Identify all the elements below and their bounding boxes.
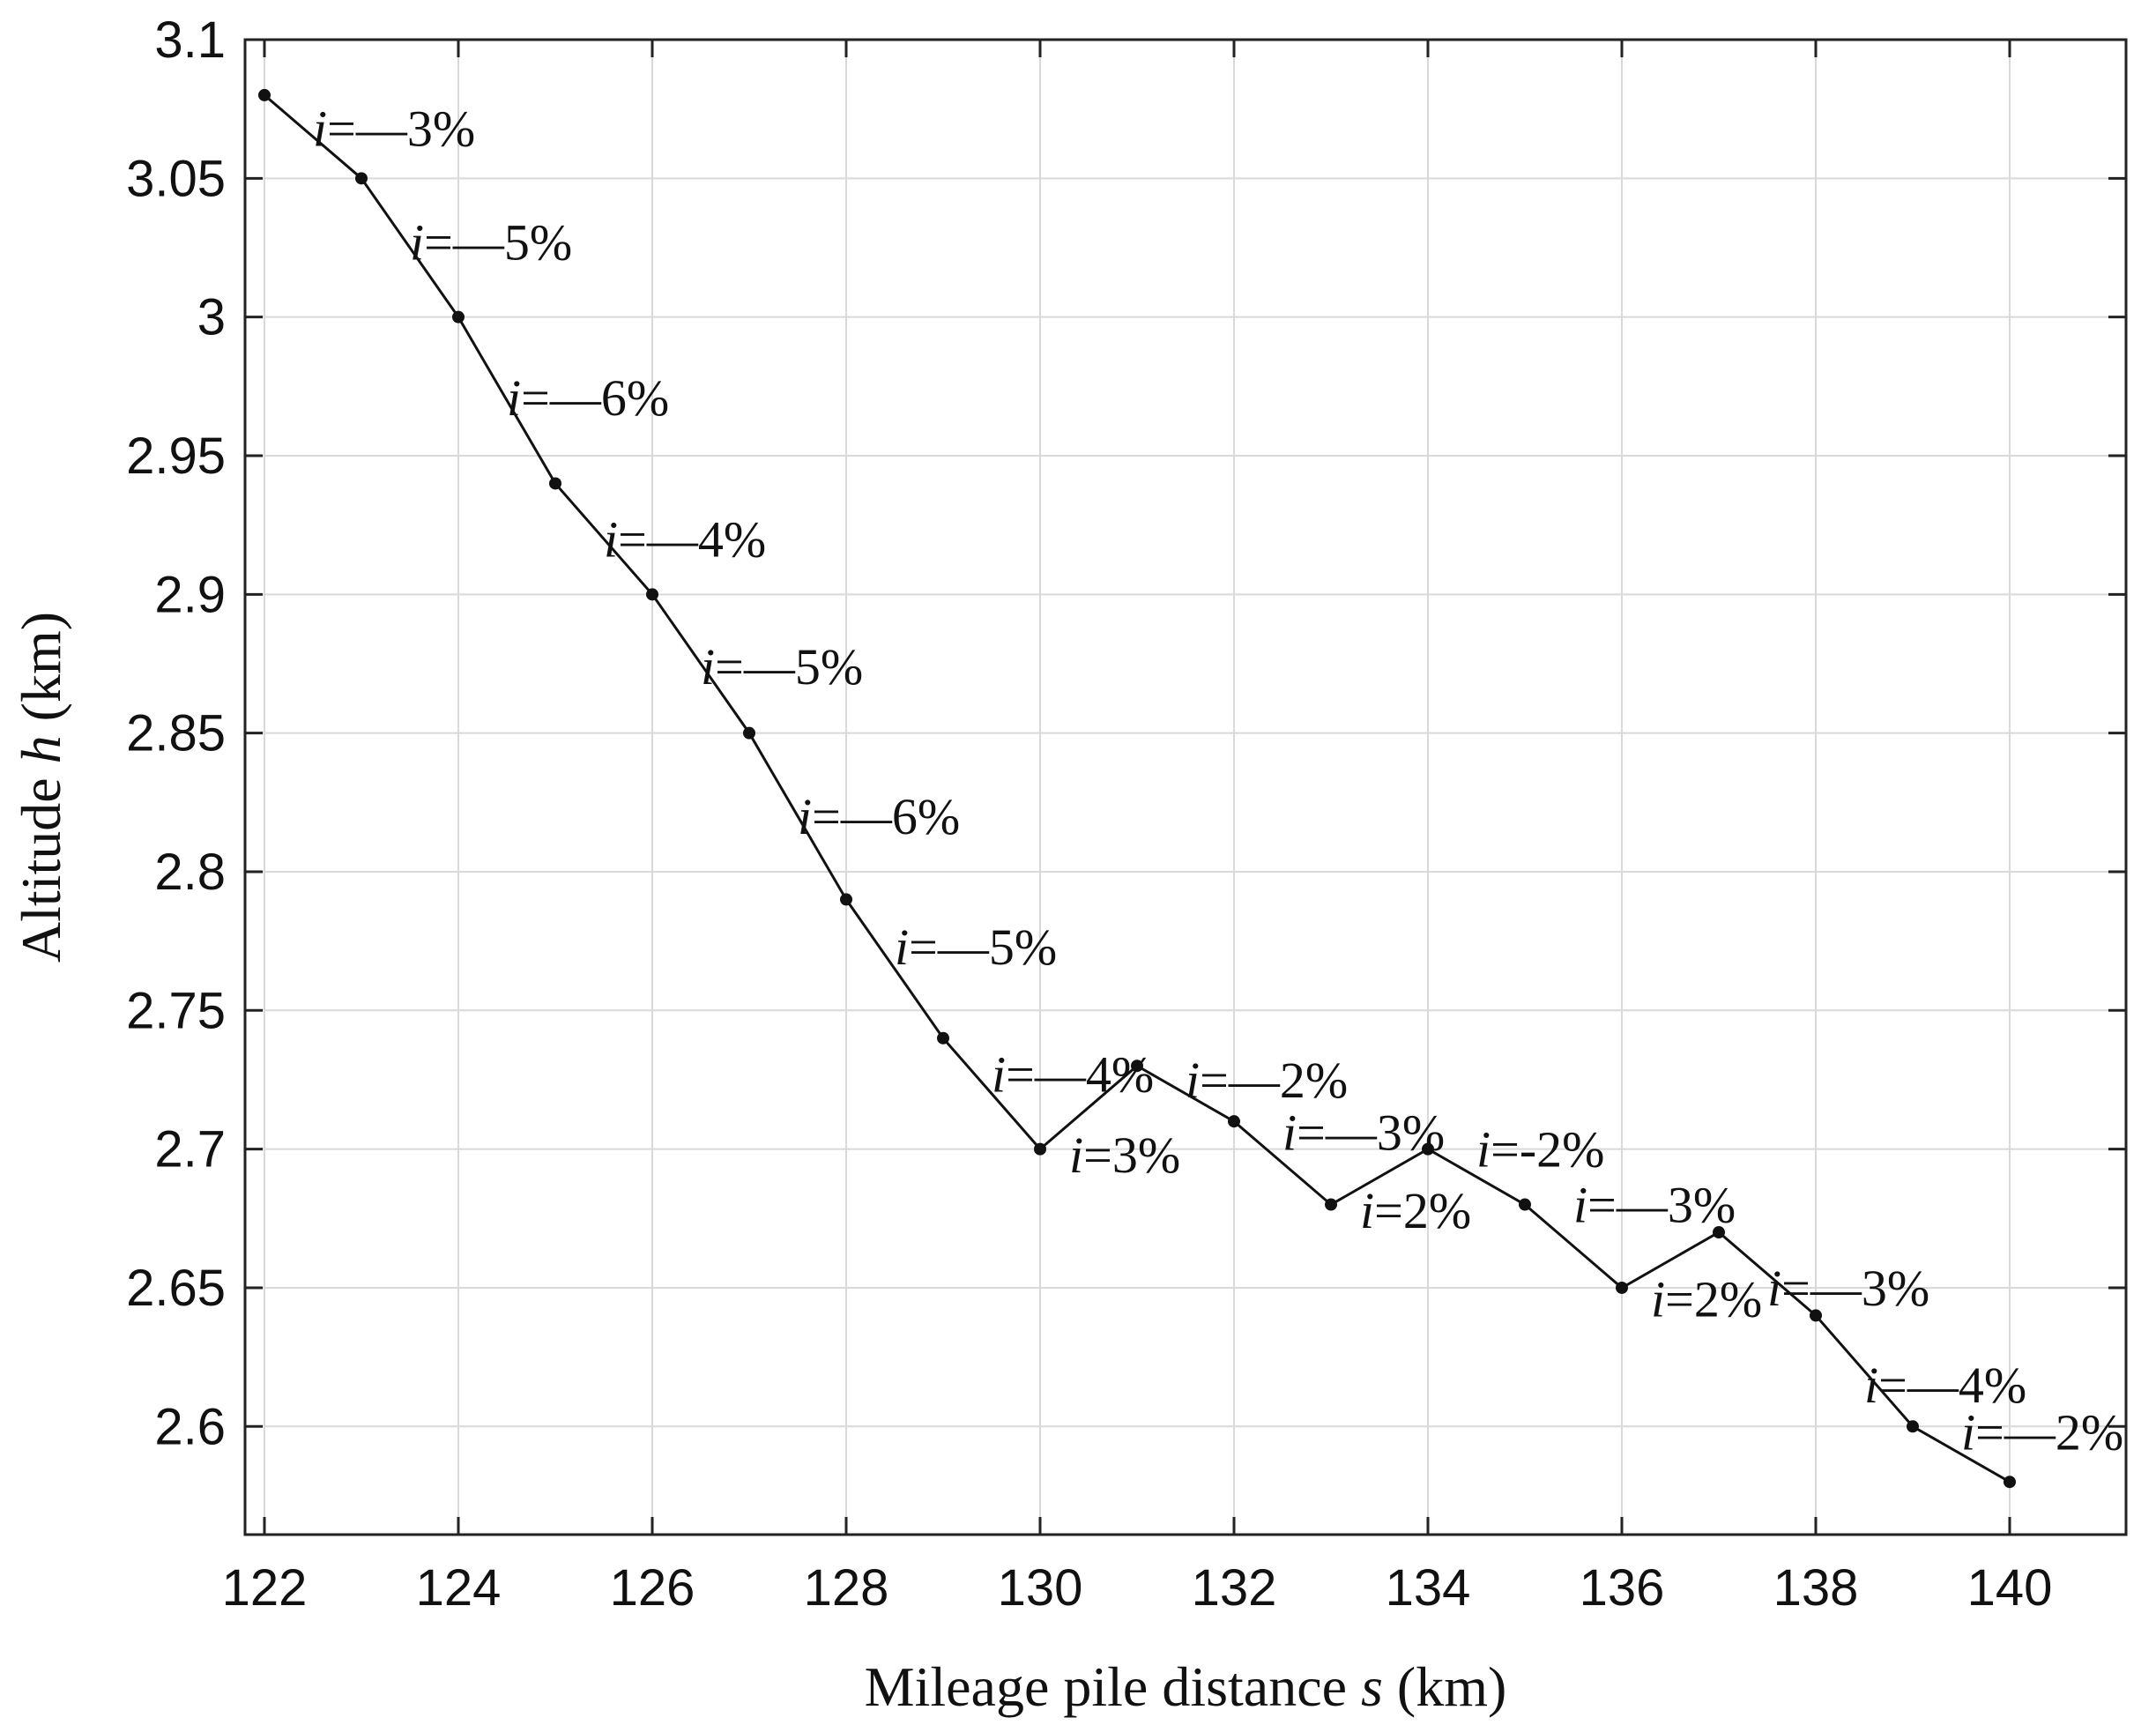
- x-tick-label: 126: [610, 1559, 695, 1617]
- slope-annotation: i=-2%: [1476, 1121, 1604, 1179]
- data-point: [1131, 1060, 1143, 1073]
- data-point: [1810, 1309, 1822, 1322]
- slope-annotations: i=—3% i=—5% i=—6% i=—4% i=—5% i=—6% i=—5% i=—4%…: [313, 100, 2123, 1461]
- data-point: [549, 477, 561, 490]
- slope-annotation: i=—2%: [1186, 1052, 1348, 1109]
- slope-annotation: i=—3%: [313, 100, 475, 158]
- slope-annotation: i=—5%: [410, 214, 572, 271]
- x-tick-label: 128: [804, 1559, 889, 1617]
- data-point: [1907, 1420, 1919, 1433]
- slope-annotation: i=—4%: [1864, 1357, 2026, 1414]
- x-axis-ticks: 122 124 126 128 130 132 134 136 138 140: [222, 40, 2053, 1617]
- slope-annotation: i=—3%: [1767, 1260, 1929, 1317]
- data-point: [355, 172, 368, 185]
- x-axis-label: Mileage pile distance s (km): [865, 1655, 1507, 1718]
- data-point: [646, 588, 658, 601]
- x-tick-label: 130: [998, 1559, 1083, 1617]
- y-tick-label: 2.8: [154, 844, 226, 901]
- x-tick-label: 122: [222, 1559, 308, 1617]
- data-point: [258, 88, 271, 101]
- data-point: [1422, 1142, 1434, 1156]
- y-tick-label: 2.95: [126, 428, 226, 485]
- slope-annotation: i=—3%: [1573, 1177, 1736, 1234]
- x-tick-label: 138: [1773, 1559, 1859, 1617]
- data-point: [1713, 1226, 1725, 1239]
- slope-annotation: i=2%: [1651, 1271, 1762, 1328]
- data-point: [1325, 1198, 1337, 1211]
- y-tick-label: 2.6: [154, 1398, 226, 1455]
- data-point: [452, 310, 465, 323]
- slope-annotation: i=—6%: [507, 369, 669, 427]
- data-point: [743, 726, 755, 740]
- x-tick-label: 140: [1967, 1559, 2053, 1617]
- y-tick-label: 2.65: [126, 1260, 226, 1317]
- slope-annotation: i=—4%: [992, 1046, 1154, 1104]
- x-tick-label: 134: [1386, 1559, 1471, 1617]
- y-tick-label: 3.1: [154, 11, 226, 69]
- y-tick-label: 3.05: [126, 150, 226, 207]
- slope-annotation: i=—5%: [701, 638, 863, 695]
- data-point: [2004, 1476, 2016, 1489]
- slope-annotation: i=—2%: [1961, 1404, 2123, 1461]
- data-point: [840, 893, 852, 906]
- y-tick-label: 2.85: [126, 705, 226, 762]
- y-axis-ticks: 2.6 2.65 2.7 2.75 2.8 2.85 2.9 2.95 3 3.05 3.1: [126, 11, 2126, 1455]
- slope-annotation: i=—3%: [1282, 1104, 1445, 1162]
- data-point: [937, 1031, 949, 1045]
- y-tick-label: 2.9: [154, 566, 226, 623]
- data-points: [258, 88, 2016, 1489]
- plot-frame: [243, 38, 2128, 1536]
- grid: [245, 39, 2126, 1535]
- slope-annotation: i=—6%: [798, 788, 960, 845]
- y-tick-label: 2.7: [154, 1121, 226, 1179]
- y-axis-label: Altitude h (km): [10, 612, 72, 963]
- data-point: [1034, 1142, 1046, 1156]
- slope-annotation: i=—4%: [604, 510, 766, 568]
- slope-annotation: i=—5%: [895, 918, 1057, 976]
- x-tick-label: 124: [416, 1559, 502, 1617]
- x-tick-label: 136: [1580, 1559, 1665, 1617]
- data-point: [1519, 1198, 1531, 1211]
- slope-annotation: i=2%: [1360, 1182, 1471, 1239]
- y-tick-label: 3: [197, 289, 226, 346]
- x-tick-label: 132: [1192, 1559, 1277, 1617]
- slope-annotation: i=3%: [1069, 1126, 1180, 1184]
- data-point: [1228, 1115, 1240, 1128]
- y-tick-label: 2.75: [126, 982, 226, 1039]
- data-point: [1616, 1281, 1628, 1294]
